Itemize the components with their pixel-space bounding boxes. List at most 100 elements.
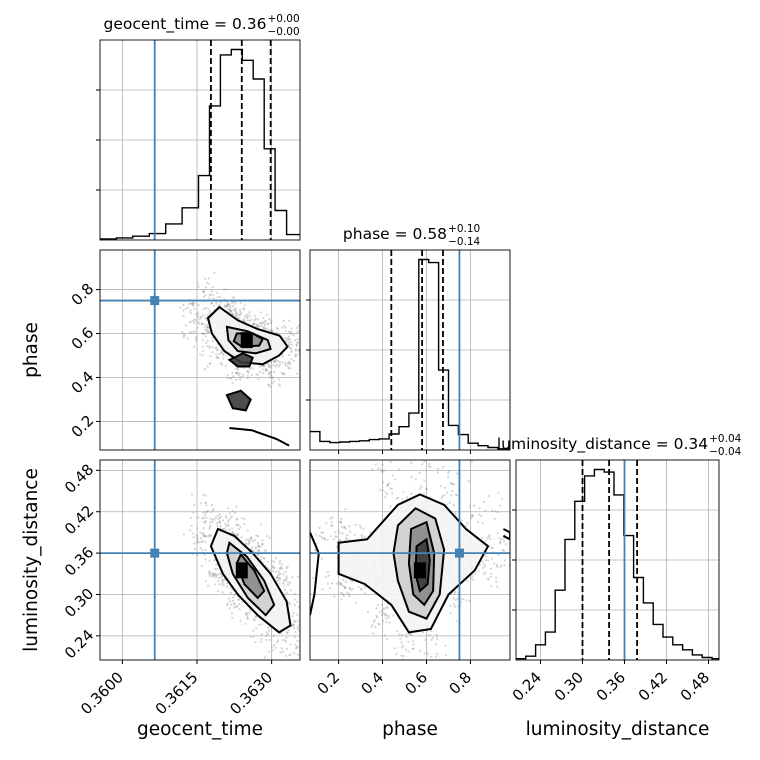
sample-point [376,616,379,619]
sample-point [275,363,278,366]
sample-point [407,640,410,644]
sample-point [516,545,518,547]
sample-point [273,360,276,363]
sample-point [405,636,408,639]
sample-point [437,467,440,470]
sample-point [296,341,299,345]
sample-point [257,325,260,328]
sample-point [204,521,207,524]
sample-point [258,623,261,627]
sample-point [273,371,276,374]
sample-point [261,364,265,368]
sample-point [218,583,221,586]
sample-point [300,350,302,352]
sample-point [339,582,343,585]
sample-point [201,517,204,520]
sample-point [424,460,427,462]
sample-point [430,655,433,659]
sample-point [289,581,292,584]
sample-point [196,326,199,329]
sample-point [278,562,281,565]
sample-point [376,603,380,607]
sample-point [257,548,260,552]
sample-point [285,647,289,650]
sample-point [254,317,257,320]
sample-point [272,567,275,570]
truth-marker [454,548,464,558]
sample-point [204,520,208,523]
sample-point [237,372,240,375]
sample-point [229,377,232,380]
sample-point [493,517,496,521]
sample-point [453,590,456,593]
sample-point [269,371,272,374]
sample-point [275,557,278,560]
sample-point [295,348,298,351]
sample-point [235,605,238,609]
sample-point [291,623,294,626]
sample-point [301,623,303,625]
sample-point [236,316,239,320]
sample-point [272,360,275,363]
sample-point [212,573,215,577]
sample-point [351,588,354,591]
sample-point [256,550,259,553]
sample-point [344,586,347,590]
sample-point [318,526,321,530]
sample-point [203,307,206,310]
sample-point [247,542,250,545]
sample-point [266,322,269,325]
sample-point [419,487,422,490]
title-plus-error: +0.10 [448,223,480,235]
sample-point [256,318,259,321]
sample-point [248,540,252,543]
sample-point [215,574,218,577]
sample-point [226,603,229,606]
sample-point [374,625,377,629]
contour-level [225,541,276,617]
sample-point [256,535,260,538]
sample-point [315,338,317,340]
ytick-label-luminosity_distance: 0.48 [61,460,97,496]
sample-point [385,606,388,609]
sample-point [269,374,273,377]
sample-point [236,533,239,536]
sample-point [227,520,230,523]
axes-frame [99,39,301,241]
sample-point [337,580,340,584]
xtick-label-luminosity_distance: 0.30 [551,668,587,704]
x-axis-label-luminosity_distance: luminosity_distance [526,719,710,740]
sample-point [208,345,211,348]
sample-point [253,319,256,322]
sample-point [530,525,532,527]
sample-point [334,531,337,534]
sample-point [395,630,398,633]
sample-point [202,290,205,293]
sample-point [387,483,390,486]
sample-point [482,566,485,570]
sample-point [284,578,287,581]
sample-point [281,647,284,650]
sample-point [323,537,326,540]
sample-point [253,314,256,317]
sample-point [256,324,259,327]
sample-point [235,518,238,521]
sample-point [263,365,266,368]
sample-point [188,302,191,305]
sample-point [293,619,296,623]
sample-point [191,302,194,305]
sample-point [478,507,481,510]
sample-point [219,301,222,304]
sample-point [391,492,394,495]
sample-point [276,575,279,578]
sample-point [293,339,296,342]
sample-point [275,359,278,362]
sample-point [219,525,222,528]
sample-point [202,290,205,293]
sample-point [435,633,438,636]
sample-point [489,575,493,578]
sample-point [291,576,294,579]
sample-point [302,606,304,608]
sample-point [215,302,218,305]
sample-point [268,536,271,539]
